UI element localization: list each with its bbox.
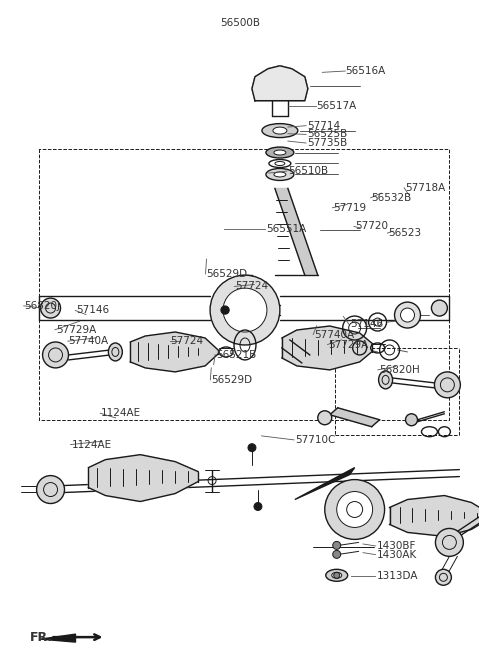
Text: 57724: 57724 [170, 336, 204, 346]
Text: 57724: 57724 [235, 282, 268, 292]
Text: 57729A: 57729A [328, 339, 369, 349]
Text: 56500B: 56500B [220, 17, 260, 27]
Ellipse shape [274, 172, 286, 177]
Text: 56525B: 56525B [307, 129, 347, 139]
Circle shape [333, 541, 341, 549]
Text: 57146: 57146 [350, 320, 383, 330]
Text: 56516A: 56516A [345, 66, 385, 76]
Text: 56820J: 56820J [24, 301, 60, 311]
Text: 56820H: 56820H [379, 365, 420, 375]
Polygon shape [282, 326, 372, 370]
Text: 1430BF: 1430BF [376, 541, 416, 551]
Circle shape [395, 302, 420, 328]
Text: 57735B: 57735B [307, 138, 347, 148]
Text: 57714: 57714 [307, 120, 340, 130]
Ellipse shape [326, 569, 348, 581]
Circle shape [334, 572, 340, 578]
Circle shape [432, 300, 447, 316]
Text: 56521B: 56521B [216, 349, 256, 359]
Text: 1124AE: 1124AE [101, 408, 141, 418]
Ellipse shape [379, 371, 393, 389]
Text: 56551A: 56551A [266, 224, 307, 234]
Circle shape [318, 411, 332, 425]
Circle shape [43, 342, 69, 368]
Polygon shape [282, 340, 310, 363]
Text: 56523: 56523 [388, 228, 421, 238]
Circle shape [336, 492, 372, 527]
Polygon shape [41, 634, 75, 642]
Text: 57720: 57720 [355, 221, 388, 231]
Text: 1124AE: 1124AE [72, 440, 112, 450]
Text: 56517A: 56517A [317, 102, 357, 111]
Circle shape [434, 372, 460, 398]
Polygon shape [252, 66, 308, 100]
Circle shape [254, 502, 262, 510]
Text: 56529D: 56529D [206, 269, 248, 279]
Ellipse shape [332, 572, 342, 578]
Circle shape [223, 288, 267, 332]
Circle shape [36, 476, 64, 504]
Text: 57718A: 57718A [405, 183, 445, 193]
Ellipse shape [108, 343, 122, 361]
Text: 57729A: 57729A [56, 325, 96, 334]
Ellipse shape [266, 169, 294, 181]
Text: 57740A: 57740A [314, 330, 354, 339]
Polygon shape [330, 408, 380, 427]
Text: 56529D: 56529D [211, 375, 252, 385]
Circle shape [210, 275, 280, 345]
Polygon shape [390, 496, 480, 537]
Ellipse shape [274, 150, 286, 155]
Circle shape [221, 306, 229, 314]
Polygon shape [275, 189, 318, 275]
Circle shape [248, 444, 256, 452]
Text: 57740A: 57740A [69, 336, 109, 346]
Ellipse shape [273, 127, 287, 134]
Text: 56532B: 56532B [372, 193, 412, 203]
Text: 57719: 57719 [333, 203, 366, 213]
Text: FR.: FR. [30, 631, 53, 644]
Polygon shape [130, 332, 218, 372]
Circle shape [435, 529, 463, 557]
Circle shape [41, 298, 60, 318]
Circle shape [333, 551, 341, 559]
Text: 56510B: 56510B [288, 166, 328, 176]
Text: 57146: 57146 [76, 306, 109, 316]
Text: 1313DA: 1313DA [376, 571, 418, 581]
Circle shape [406, 413, 418, 425]
Ellipse shape [266, 147, 294, 158]
Circle shape [435, 569, 451, 585]
Polygon shape [88, 455, 198, 502]
Circle shape [325, 480, 384, 539]
Circle shape [400, 308, 415, 322]
Ellipse shape [262, 124, 298, 138]
Text: 1430AK: 1430AK [376, 550, 417, 560]
Text: 57710C: 57710C [295, 435, 336, 445]
Polygon shape [295, 468, 355, 500]
